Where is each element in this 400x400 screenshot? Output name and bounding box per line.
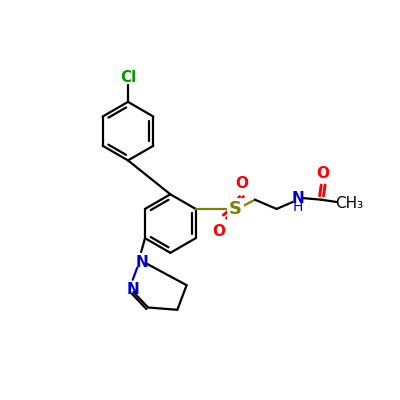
Text: O: O [212,224,225,239]
Text: N: N [292,191,304,206]
Text: Cl: Cl [120,70,136,85]
Text: N: N [136,255,148,270]
Text: O: O [235,176,248,191]
Text: O: O [316,166,329,181]
Text: N: N [127,282,140,296]
Text: H: H [293,200,303,214]
Text: CH₃: CH₃ [335,196,363,211]
Text: S: S [229,200,242,218]
